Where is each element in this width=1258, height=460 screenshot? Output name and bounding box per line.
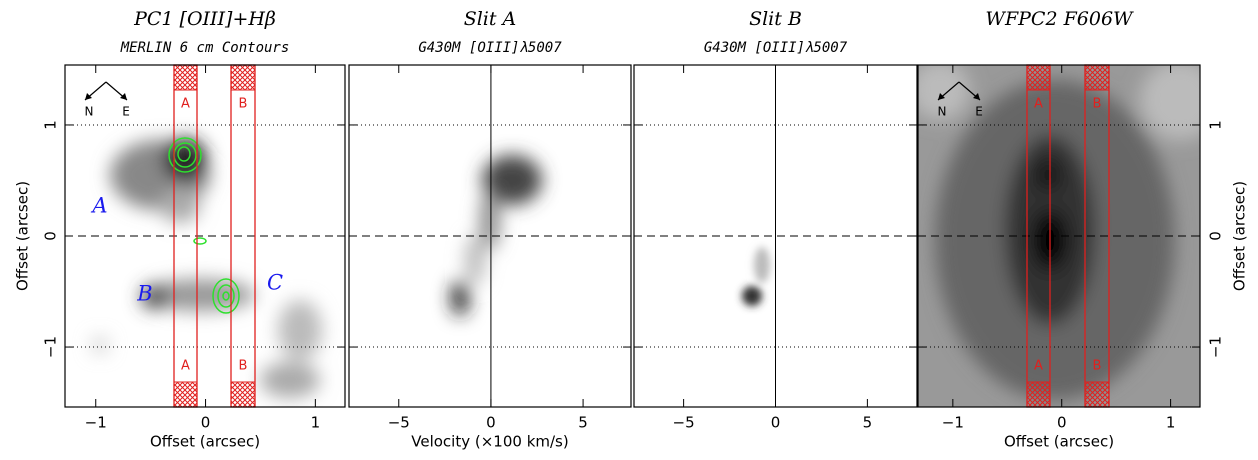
slit-label: B [239,359,248,374]
image-pc1 [92,137,322,398]
panel-title: Slit A [464,8,517,30]
slit-label: B [1093,359,1102,374]
image-wfpc2 [918,65,1200,407]
image-slit-a [451,155,542,316]
x-tick-label: 5 [578,414,588,432]
x-tick-label: −5 [673,414,695,432]
slit-label: A [1034,97,1043,112]
slit-label: A [1034,359,1043,374]
slit-label: B [1093,97,1102,112]
slit-hatch [230,381,256,408]
x-tick-label: 1 [311,414,321,432]
y-tick-label: 0 [42,231,60,241]
x-tick-label: 0 [1057,414,1067,432]
x-tick-label: −1 [85,414,107,432]
slit-hatch [1084,64,1110,91]
x-tick-label: 0 [201,414,211,432]
x-axis-label: Offset (arcsec) [1004,433,1114,451]
region-label: B [136,282,152,306]
panel-title: WFPC2 F606W [985,8,1134,30]
panel-frame [348,64,632,408]
panel-frame [633,64,918,408]
x-tick-label: −5 [388,414,410,432]
panel-title: PC1 [OIII]+Hβ [133,8,276,30]
panel-subtitle: G430M [OIII]λ5007 [704,40,848,56]
x-axis-label: Offset (arcsec) [150,433,260,451]
compass-label: N [938,105,947,119]
slit-label: A [181,97,190,112]
slit-hatch [1026,64,1051,91]
y-tick-label: 0 [1207,231,1225,241]
x-tick-label: 0 [486,414,496,432]
image-slit-b [742,247,770,306]
compass-label: E [122,105,130,119]
x-tick-label: −1 [942,414,964,432]
panel-title: Slit B [749,8,802,30]
region-label: A [90,194,107,218]
x-tick-label: 0 [771,414,781,432]
x-tick-label: 1 [1166,414,1176,432]
slit-label: B [239,97,248,112]
slit-hatch [173,64,198,91]
panel-subtitle: G430M [OIII]λ5007 [418,40,562,56]
y-axis-label: Offset (arcsec) [14,181,32,291]
panel-subtitle: MERLIN 6 cm Contours [120,40,290,56]
y-tick-label: −1 [42,336,60,358]
y-tick-label: 1 [42,120,60,130]
slit-hatch [1026,381,1051,408]
y-tick-label: −1 [1207,336,1225,358]
y-tick-label: 1 [1207,120,1225,130]
x-tick-label: 5 [863,414,873,432]
slit-hatch [173,381,198,408]
slit-hatch [230,64,256,91]
slit-hatch [1084,381,1110,408]
panel-frame [64,64,346,408]
compass-label: E [975,105,983,119]
region-label: C [267,271,283,295]
x-axis-label: Velocity (×100 km/s) [411,433,568,451]
y-axis-label: Offset (arcsec) [1231,181,1249,291]
panel-frame [917,64,1201,408]
compass-label: N [85,105,94,119]
slit-label: A [181,359,190,374]
